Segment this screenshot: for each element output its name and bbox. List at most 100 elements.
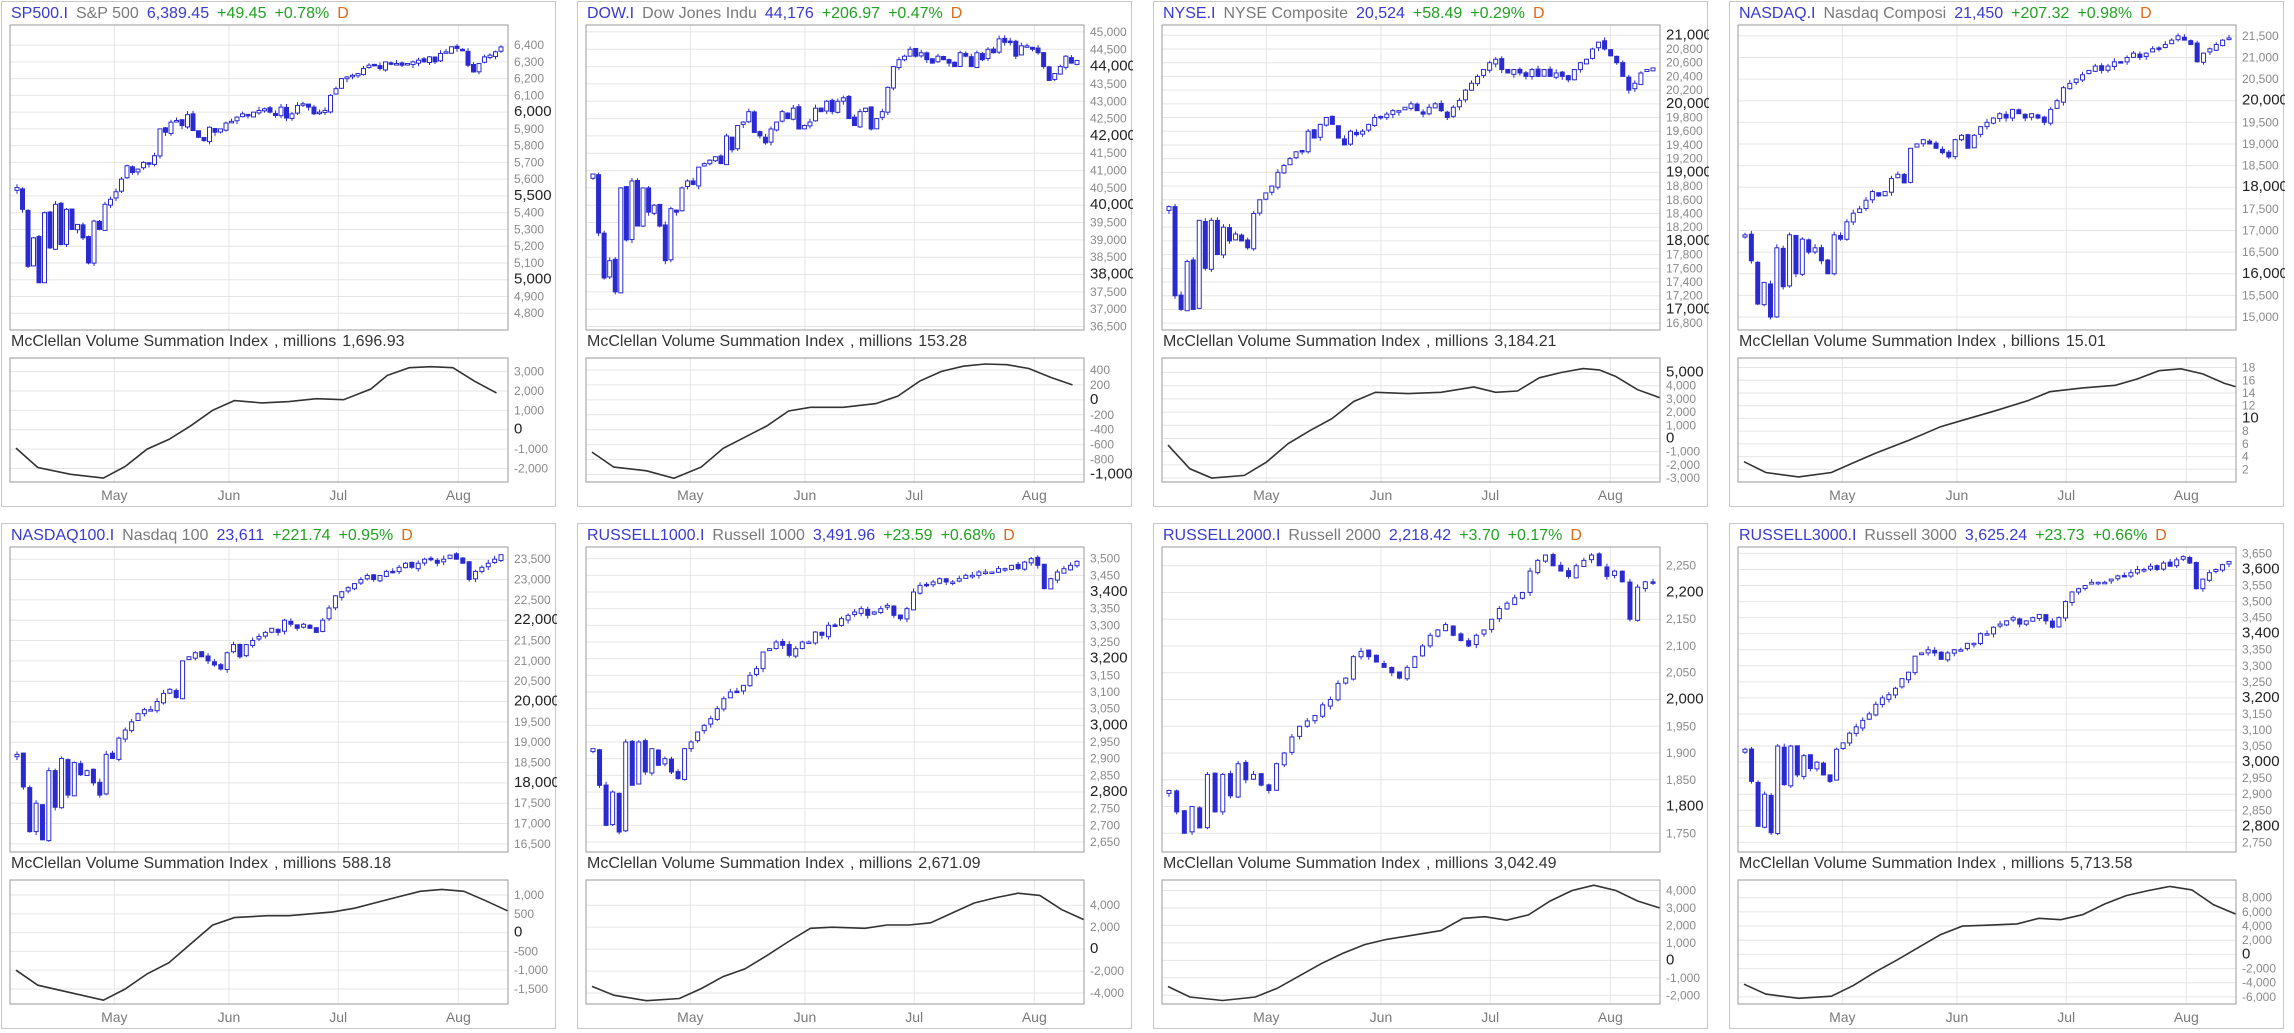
y-tick-label: 3,400 <box>1090 583 1128 600</box>
candle <box>1581 559 1587 567</box>
candle <box>460 557 466 564</box>
chart-header: RUSSELL1000.I Russell 1000 3,491.96 +23.59 +… <box>587 525 1023 547</box>
interval-toggle[interactable]: D <box>1570 527 1582 544</box>
symbol-link[interactable]: NYSE.I <box>1163 5 1216 22</box>
candle <box>610 791 616 826</box>
y-tick-label: 3,350 <box>2242 643 2272 657</box>
y-tick-label: 19,600 <box>1666 124 1703 138</box>
candle <box>1755 781 1761 827</box>
indicator-tick-label: -800 <box>1090 453 1114 467</box>
candle <box>1912 655 1918 674</box>
chart-panel-russell1000[interactable]: 3,500 3,450 3,400 3,350 3,300 3,250 3,200 3,150… <box>577 523 1132 1029</box>
indicator-tick-label: 0 <box>514 421 522 438</box>
symbol-link[interactable]: DOW.I <box>587 5 635 22</box>
candle <box>1427 634 1433 647</box>
symbol-link[interactable]: NASDAQ.I <box>1739 5 1816 22</box>
month-label: Jun <box>218 487 241 503</box>
candle <box>322 109 328 113</box>
candle <box>326 607 332 620</box>
chart-panel-dow[interactable]: 45,000 44,500 44,000 43,500 43,000 42,500 42,0… <box>577 1 1133 507</box>
symbol-link[interactable]: RUSSELL2000.I <box>1163 527 1281 544</box>
candle <box>1184 260 1190 312</box>
month-label: Jun <box>1946 1009 1969 1025</box>
y-tick-label: 16,500 <box>514 837 551 851</box>
candle <box>20 752 26 788</box>
chart-panel-nasdaq[interactable]: 21,500 21,000 20,500 20,000 19,500 19,000 18,5… <box>1729 1 2285 507</box>
month-label: May <box>1829 1009 1855 1025</box>
y-tick-label: 17,800 <box>1666 248 1703 262</box>
chart-panel-russell3000[interactable]: 3,650 3,600 3,550 3,500 3,450 3,400 3,350 3,300… <box>1729 523 2284 1029</box>
candle <box>180 660 186 700</box>
interval-toggle[interactable]: D <box>950 5 963 22</box>
chart-panel-sp500[interactable]: 6,400 6,300 6,200 6,100 6,000 5,900 5,800 5,700… <box>1 1 556 507</box>
candle <box>1404 666 1410 680</box>
candle <box>1061 568 1067 574</box>
candle <box>20 188 25 210</box>
candle <box>1335 125 1341 139</box>
interval-toggle[interactable]: D <box>1003 527 1015 544</box>
indicator-plot-frame <box>1737 357 2237 483</box>
candle <box>294 624 300 629</box>
y-tick-label: 19,000 <box>514 735 551 749</box>
candle <box>930 581 936 586</box>
month-label: Jun <box>218 1009 241 1025</box>
symbol-link[interactable]: NASDAQ100.I <box>11 527 115 544</box>
indicator-plot-frame <box>585 879 1085 1005</box>
y-tick-label: 6,000 <box>514 103 552 120</box>
candle <box>1799 238 1805 275</box>
candle <box>498 46 504 52</box>
y-tick-label: 4,800 <box>514 306 544 320</box>
candle <box>635 179 641 227</box>
candle <box>779 111 785 122</box>
interval-toggle[interactable]: D <box>2155 527 2167 544</box>
candle <box>69 208 75 230</box>
candle <box>1384 113 1390 119</box>
candle <box>1892 687 1898 696</box>
candle <box>762 136 768 144</box>
candle <box>2004 620 2010 626</box>
candle <box>952 61 958 68</box>
candle <box>2194 42 2200 63</box>
candle <box>1007 40 1013 44</box>
last-price: 2,218.42 <box>1388 527 1452 544</box>
candle <box>205 655 211 662</box>
indicator-tick-label: 2,000 <box>1666 918 1696 932</box>
indicator-value: 588.18 <box>342 855 392 872</box>
interval-toggle[interactable]: D <box>2140 5 2152 22</box>
interval-toggle[interactable]: D <box>1533 5 1545 22</box>
y-tick-label: 20,000 <box>2242 92 2285 109</box>
indicator-header: McClellan Volume Summation Index , millio… <box>11 854 397 874</box>
candle <box>2060 87 2066 103</box>
interval-toggle[interactable]: D <box>337 5 349 22</box>
interval-toggle[interactable]: D <box>401 527 413 544</box>
candle <box>168 121 174 134</box>
candle <box>1015 563 1021 570</box>
chart-panel-nyse[interactable]: 21,000 20,800 20,600 20,400 20,200 20,000 19,8… <box>1153 1 1709 507</box>
candle <box>832 624 838 627</box>
candle <box>1166 206 1172 211</box>
symbol-link[interactable]: RUSSELL1000.I <box>587 527 705 544</box>
y-tick-label: 5,300 <box>514 222 544 236</box>
price-plot-frame <box>9 24 509 331</box>
candle <box>320 619 326 632</box>
candle <box>289 113 295 119</box>
indicator-header: McClellan Volume Summation Index , millio… <box>11 332 411 352</box>
chart-panel-nasdaq100[interactable]: 23,500 23,000 22,500 22,000 21,500 21,000 20,5… <box>1 523 557 1029</box>
y-tick-label: 20,200 <box>1666 83 1703 97</box>
candle <box>1788 745 1794 787</box>
indicator-tick-label: -2,000 <box>2242 962 2276 976</box>
symbol-link[interactable]: SP500.I <box>11 5 68 22</box>
candle <box>774 121 780 131</box>
candle <box>924 52 930 61</box>
candle <box>201 136 207 142</box>
candle <box>410 61 416 66</box>
candle <box>2022 113 2028 119</box>
y-tick-label: 21,000 <box>1666 26 1709 43</box>
symbol-link[interactable]: RUSSELL3000.I <box>1739 527 1857 544</box>
y-tick-label: 1,750 <box>1666 826 1696 840</box>
chart-panel-russell2000[interactable]: 2,250 2,200 2,150 2,100 2,050 2,000 1,950 1,900… <box>1153 523 1708 1029</box>
candle <box>1046 66 1052 81</box>
candle <box>306 103 311 108</box>
indicator-value: 153.28 <box>918 333 968 350</box>
candle <box>1412 656 1418 668</box>
